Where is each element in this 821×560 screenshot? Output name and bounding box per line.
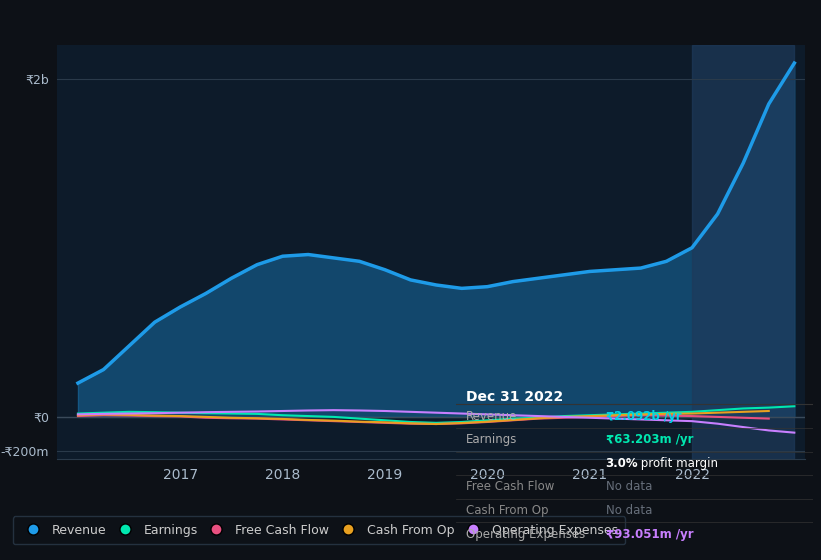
Legend: Revenue, Earnings, Free Cash Flow, Cash From Op, Operating Expenses: Revenue, Earnings, Free Cash Flow, Cash … (12, 516, 626, 544)
Text: No data: No data (606, 480, 652, 493)
Text: No data: No data (606, 504, 652, 517)
Text: 3.0%: 3.0% (606, 457, 638, 470)
Text: ₹93.051m /yr: ₹93.051m /yr (606, 528, 693, 541)
Text: Operating Expenses: Operating Expenses (466, 528, 585, 541)
Bar (692, 45, 795, 459)
Text: Earnings: Earnings (466, 433, 518, 446)
Text: Free Cash Flow: Free Cash Flow (466, 480, 555, 493)
Text: ₹63.203m /yr: ₹63.203m /yr (606, 433, 693, 446)
Text: profit margin: profit margin (637, 457, 718, 470)
Text: Dec 31 2022: Dec 31 2022 (466, 390, 564, 404)
Text: Revenue: Revenue (466, 410, 518, 423)
Text: Cash From Op: Cash From Op (466, 504, 549, 517)
Text: ₹2.092b /yr: ₹2.092b /yr (606, 410, 681, 423)
